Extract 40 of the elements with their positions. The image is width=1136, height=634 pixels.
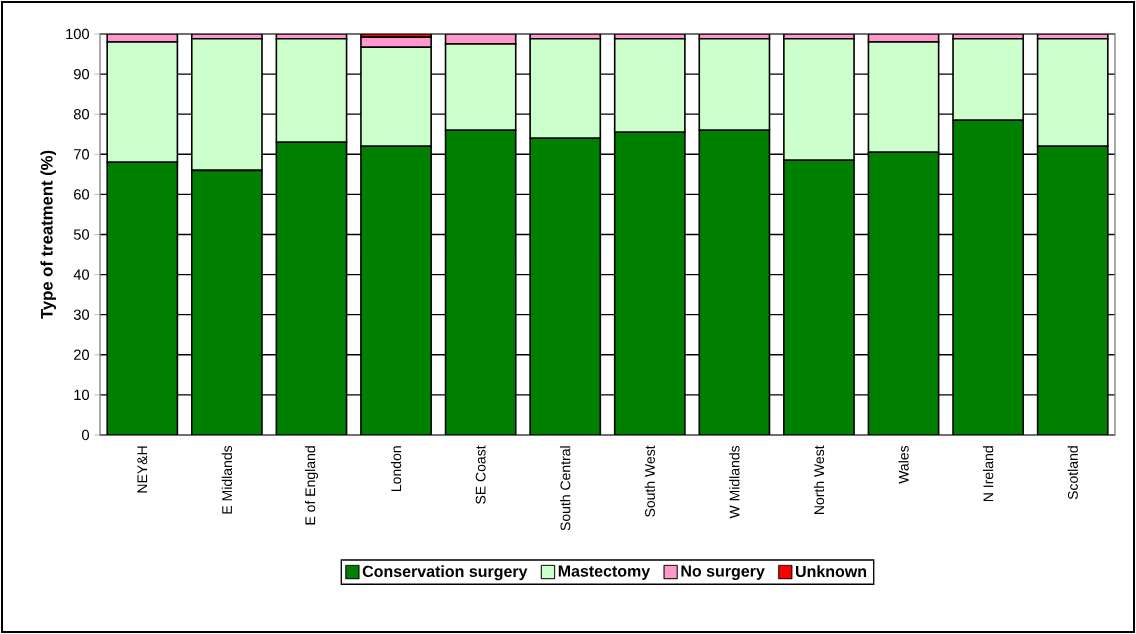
bar: [698, 129, 771, 435]
x-tick-label: South Central: [560, 446, 571, 531]
x-tick-label: E of England: [304, 446, 318, 525]
legend-label: Unknown: [796, 565, 867, 578]
x-tick-label: North West: [813, 445, 825, 514]
legend-label: Conservation surgery: [362, 565, 528, 581]
bar: [190, 169, 263, 435]
bar: [952, 119, 1025, 435]
bar: [106, 161, 179, 435]
y-axis-title: Type of treatment (%): [40, 150, 56, 319]
x-tick-label: SE Coast: [475, 445, 486, 504]
y-tick-label: 0: [82, 429, 90, 441]
y-tick-label: 50: [73, 229, 90, 240]
y-tick-label: 60: [74, 189, 90, 200]
y-tick-label: 30: [73, 309, 90, 320]
x-tick-label: N Ireland: [982, 446, 994, 502]
x-tick-label: W Midlands: [729, 445, 740, 519]
bar: [275, 141, 348, 435]
legend-label: No surgery: [681, 565, 765, 580]
bar: [613, 131, 686, 435]
bar: [529, 137, 602, 435]
y-tick-label: 70: [74, 149, 90, 160]
bar: [360, 145, 432, 435]
bar: [1036, 145, 1109, 435]
x-tick-label: Scotland: [1067, 446, 1078, 500]
y-tick-label: 10: [74, 389, 90, 401]
y-tick-label: 100: [66, 28, 90, 40]
y-tick-label: 40: [73, 269, 90, 280]
x-tick-label: E Midlands: [221, 445, 233, 514]
x-tick-label: London: [390, 446, 402, 491]
legend-label: Mastectomy: [558, 565, 651, 580]
x-tick-label: Wales: [898, 445, 909, 484]
y-tick-label: 80: [73, 109, 90, 120]
bar: [783, 159, 855, 435]
bar: [444, 129, 517, 435]
y-tick-label: 90: [73, 68, 90, 80]
x-tick-label: NEY&H: [137, 446, 148, 493]
x-tick-label: South West: [644, 445, 655, 517]
y-tick-label: 20: [74, 349, 90, 360]
bar: [867, 151, 940, 435]
